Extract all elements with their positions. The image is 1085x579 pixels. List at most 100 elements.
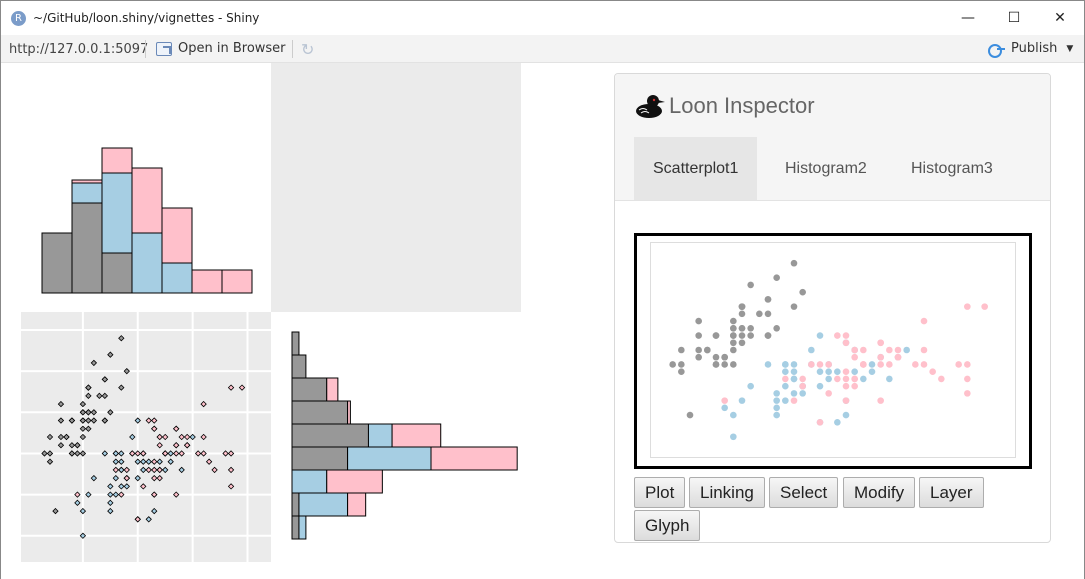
scatter-point xyxy=(145,466,152,474)
scatter-point xyxy=(46,433,54,441)
scatter-point xyxy=(238,384,246,391)
histogram-bar xyxy=(326,377,339,402)
scatter-point xyxy=(118,491,125,498)
layer-button[interactable]: Layer xyxy=(919,477,984,508)
scatter-point xyxy=(782,361,789,368)
scatter-point xyxy=(118,483,125,490)
scatter-point xyxy=(194,450,202,457)
scatter-point xyxy=(825,368,832,375)
scatter-point xyxy=(894,346,902,354)
maximize-button[interactable]: ☐ xyxy=(1007,10,1021,26)
chevron-down-icon[interactable]: ▼ xyxy=(1066,43,1074,54)
select-button[interactable]: Select xyxy=(769,477,839,508)
scatter-point xyxy=(178,433,185,441)
scatter-point xyxy=(46,450,54,457)
scatter-point xyxy=(842,368,850,375)
worldview-scatterplot[interactable] xyxy=(650,242,1016,458)
scatter-point xyxy=(678,368,685,375)
loon-inspector-panel: Loon Inspector Scatterplot1 Histogram2 H… xyxy=(614,73,1051,543)
scatter-point xyxy=(894,353,902,361)
scatter-point xyxy=(151,474,158,482)
refresh-icon[interactable]: ↻ xyxy=(301,40,315,59)
scatter-point xyxy=(134,450,141,457)
scatter-point xyxy=(782,382,789,390)
scatter-point xyxy=(41,450,48,457)
modify-button[interactable]: Modify xyxy=(843,477,916,508)
scatter-point xyxy=(738,303,746,310)
scatter-point xyxy=(730,339,737,347)
scatter-point xyxy=(782,397,789,404)
scatter-point xyxy=(678,346,685,354)
scatter-point xyxy=(107,499,114,507)
scatter-point xyxy=(173,450,180,457)
scatter-point xyxy=(816,419,824,426)
scatter-point xyxy=(156,442,163,449)
scatter-point xyxy=(825,390,832,397)
toolbar-divider xyxy=(145,40,146,58)
scatter-point xyxy=(860,375,867,383)
scatter-point xyxy=(868,368,876,375)
tab-histogram2[interactable]: Histogram2 xyxy=(785,160,867,177)
scatter-point xyxy=(145,458,152,465)
scatter-point xyxy=(834,375,841,383)
scatter-point xyxy=(134,474,141,482)
minimize-button[interactable]: — xyxy=(961,10,975,26)
viewer-toolbar: http://127.0.0.1:5097 Open in Browser ↻ … xyxy=(1,35,1084,63)
scatter-point xyxy=(964,375,971,383)
scatter-point xyxy=(712,332,720,339)
glyph-button[interactable]: Glyph xyxy=(634,510,701,541)
scatter-point xyxy=(227,384,235,391)
scatter-point xyxy=(981,303,988,310)
inspector-title: Loon Inspector xyxy=(669,93,815,118)
scatter-point xyxy=(74,442,81,449)
scatter-point xyxy=(816,332,824,339)
tab-histogram3[interactable]: Histogram3 xyxy=(911,160,993,177)
scatter-point xyxy=(189,433,196,441)
scatter-point xyxy=(738,339,746,347)
scatter-point xyxy=(151,507,158,515)
histogram-bar xyxy=(326,469,383,494)
scatter-point xyxy=(747,382,754,390)
url-address[interactable]: http://127.0.0.1:5097 xyxy=(9,42,149,57)
scatter-point xyxy=(107,507,114,515)
scatter-point xyxy=(79,433,87,441)
scatter-point xyxy=(920,346,928,354)
scatter-point xyxy=(764,332,772,339)
histogram-bar xyxy=(101,147,133,174)
scatter-point xyxy=(101,376,109,383)
scatter-point xyxy=(151,417,158,424)
scatter-point xyxy=(200,450,207,457)
histogram-bar xyxy=(71,202,103,294)
scatterplot-main[interactable] xyxy=(21,312,271,562)
open-in-browser-button[interactable]: Open in Browser xyxy=(156,41,286,56)
scatter-point xyxy=(140,483,147,490)
title-bar: R ~/GitHub/loon.shiny/vignettes - Shiny … xyxy=(1,1,1084,35)
scatter-point xyxy=(790,368,798,375)
window-title: ~/GitHub/loon.shiny/vignettes - Shiny xyxy=(33,11,260,25)
scatter-point xyxy=(118,335,125,342)
scatter-point xyxy=(140,466,147,474)
scatter-point xyxy=(695,346,702,354)
tab-scatterplot1[interactable]: Scatterplot1 xyxy=(634,137,758,200)
scatter-point xyxy=(799,382,806,390)
scatter-point xyxy=(79,450,87,457)
publish-label: Publish xyxy=(1011,41,1058,56)
close-button[interactable]: ✕ xyxy=(1054,10,1066,26)
histogram-right[interactable] xyxy=(271,312,521,562)
histogram-bar xyxy=(430,446,518,471)
linking-button[interactable]: Linking xyxy=(689,477,765,508)
histogram-top[interactable] xyxy=(21,63,271,312)
scatter-point xyxy=(799,390,806,397)
scatter-point xyxy=(704,346,711,354)
scatter-point xyxy=(721,397,728,404)
plot-button[interactable]: Plot xyxy=(634,477,686,508)
scatter-point xyxy=(129,450,136,457)
scatter-point xyxy=(886,361,893,368)
plot-frame xyxy=(650,242,1016,458)
scatter-point xyxy=(85,425,92,432)
scatter-point xyxy=(730,317,737,325)
publish-button[interactable]: Publish ▼ xyxy=(987,41,1074,58)
scatter-point xyxy=(222,450,229,457)
inspector-worldview[interactable] xyxy=(634,233,1032,469)
histogram-bar xyxy=(291,515,300,540)
